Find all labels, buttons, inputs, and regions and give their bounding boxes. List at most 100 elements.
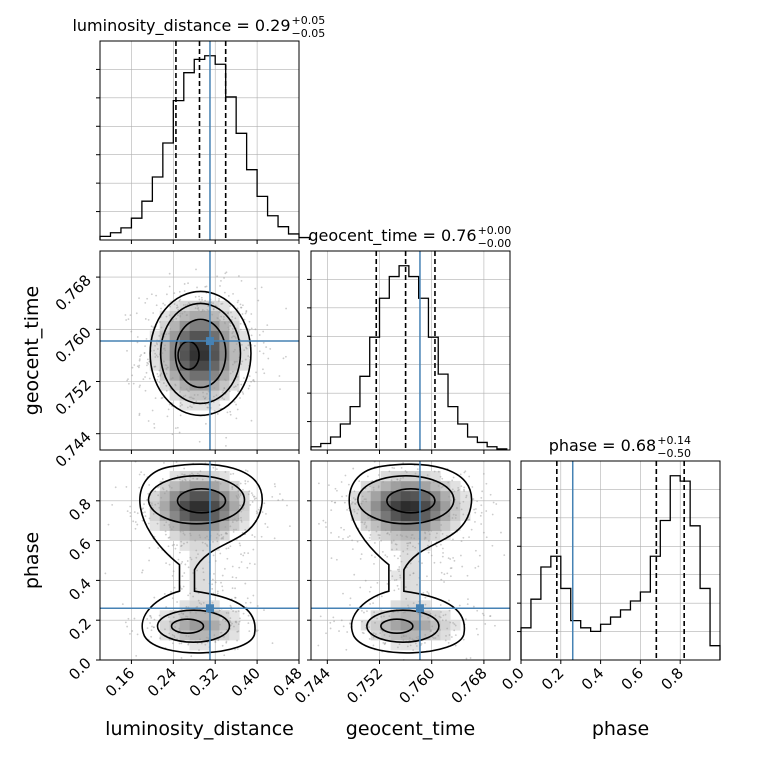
sample-point bbox=[476, 500, 479, 503]
sample-point bbox=[138, 358, 141, 360]
density-bin bbox=[179, 350, 190, 361]
density-bin bbox=[440, 530, 451, 541]
sample-point bbox=[213, 395, 215, 398]
sample-point bbox=[378, 534, 381, 537]
sample-point bbox=[221, 397, 224, 399]
sample-point bbox=[223, 398, 225, 401]
sample-point bbox=[171, 377, 174, 379]
sample-point bbox=[156, 348, 159, 350]
density-bin bbox=[410, 510, 421, 521]
sample-point bbox=[471, 486, 474, 488]
density-bin bbox=[370, 490, 381, 502]
x-tick-label-geocent_time: 0.760 bbox=[395, 664, 438, 707]
sample-point bbox=[218, 534, 221, 537]
sample-point bbox=[481, 490, 484, 493]
title-luminosity_distance: luminosity_distance = 0.29 bbox=[72, 16, 290, 36]
sample-point bbox=[201, 478, 204, 481]
sample-point bbox=[197, 309, 200, 312]
sample-point bbox=[155, 294, 158, 297]
sample-point bbox=[150, 293, 153, 296]
sample-point bbox=[417, 635, 420, 638]
sample-point bbox=[152, 312, 155, 314]
sample-point bbox=[444, 613, 447, 616]
sample-point bbox=[222, 315, 225, 318]
sample-point bbox=[189, 556, 192, 559]
sample-point bbox=[477, 565, 480, 568]
sample-point bbox=[236, 307, 239, 310]
sample-point bbox=[177, 558, 180, 561]
sample-point bbox=[186, 560, 189, 562]
sample-point bbox=[431, 636, 434, 638]
sample-point bbox=[219, 482, 222, 485]
sample-point bbox=[125, 319, 128, 321]
sample-point bbox=[218, 298, 220, 300]
title-phase: phase = 0.68 bbox=[549, 436, 656, 455]
sample-point bbox=[162, 302, 165, 305]
sample-point bbox=[395, 579, 398, 581]
sample-point bbox=[203, 310, 206, 312]
sample-point bbox=[151, 409, 154, 412]
density-bin bbox=[420, 540, 431, 551]
sample-point bbox=[439, 604, 442, 606]
density-bin bbox=[159, 620, 170, 631]
sample-point bbox=[431, 625, 434, 628]
sample-point bbox=[224, 471, 227, 473]
density-bin bbox=[219, 470, 230, 482]
sample-point bbox=[180, 562, 183, 565]
sample-point bbox=[325, 632, 327, 635]
sample-point bbox=[202, 395, 205, 398]
sample-point bbox=[474, 549, 477, 552]
sample-point bbox=[124, 621, 127, 624]
density-bin bbox=[189, 380, 200, 391]
sample-point bbox=[227, 295, 230, 297]
sample-point bbox=[231, 622, 233, 625]
density-bin bbox=[169, 340, 180, 351]
sample-point bbox=[154, 503, 157, 506]
sample-point bbox=[412, 602, 415, 605]
density-bin bbox=[410, 540, 421, 551]
sample-point bbox=[333, 620, 335, 623]
sample-point bbox=[346, 508, 348, 511]
sample-point bbox=[480, 504, 483, 507]
sample-point bbox=[153, 349, 155, 352]
sample-point bbox=[211, 587, 214, 590]
sample-point bbox=[266, 324, 269, 326]
sample-point bbox=[162, 360, 165, 363]
sample-point bbox=[329, 627, 332, 630]
sample-point bbox=[380, 615, 383, 618]
density-bin bbox=[410, 590, 421, 601]
density-bin bbox=[189, 320, 200, 331]
density-bin bbox=[400, 580, 411, 591]
sample-point bbox=[130, 539, 132, 542]
density-bin bbox=[169, 330, 180, 341]
sample-point bbox=[146, 498, 148, 501]
sample-point bbox=[353, 490, 356, 493]
sample-point bbox=[202, 549, 204, 552]
sample-point bbox=[239, 482, 242, 485]
sample-point bbox=[168, 403, 171, 406]
sample-point bbox=[240, 561, 243, 563]
sample-point bbox=[177, 308, 180, 311]
sample-point bbox=[168, 524, 171, 526]
sample-point bbox=[185, 634, 188, 637]
density-bin bbox=[380, 530, 391, 541]
x-axis-label-geocent_time: geocent_time bbox=[346, 718, 475, 740]
sample-point bbox=[202, 567, 204, 570]
sample-point bbox=[254, 344, 256, 347]
sample-point bbox=[426, 575, 428, 578]
x-tick-label-luminosity_distance: 0.32 bbox=[186, 664, 222, 700]
sample-point bbox=[211, 578, 214, 581]
density-bin bbox=[410, 570, 421, 581]
density-bin bbox=[189, 590, 200, 601]
sample-point bbox=[453, 629, 456, 632]
sample-point bbox=[374, 621, 376, 624]
sample-point bbox=[187, 594, 190, 597]
density-bin bbox=[380, 610, 391, 621]
sample-point bbox=[240, 363, 243, 366]
sample-point bbox=[338, 630, 340, 632]
sample-point bbox=[365, 525, 368, 528]
sample-point bbox=[249, 503, 252, 506]
sample-point bbox=[359, 586, 362, 589]
sample-point bbox=[446, 572, 449, 575]
density-bin bbox=[189, 490, 200, 502]
